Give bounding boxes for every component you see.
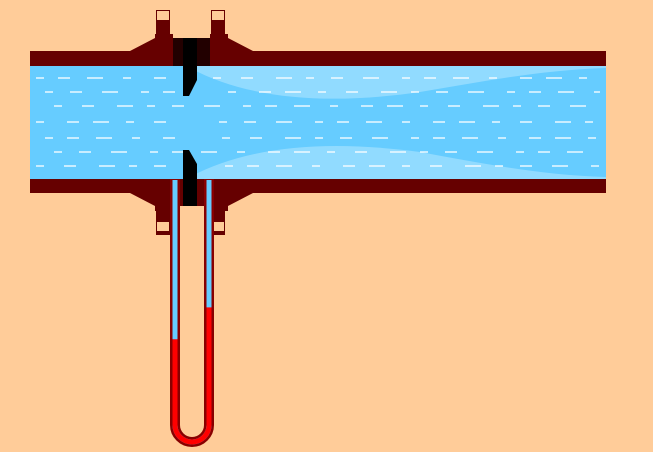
lower-flange-right (210, 179, 228, 211)
vena-contracta-upper (190, 65, 606, 99)
flow-lines (36, 77, 600, 167)
u-tube-manometer (170, 179, 214, 447)
upper-flange-left (155, 34, 173, 66)
lower-bolt-right-head (212, 222, 224, 231)
orifice-plate-lower (183, 150, 197, 206)
lower-bolt-left-head (157, 222, 169, 231)
lower-flange-left (155, 179, 173, 211)
orifice-plate-upper (183, 38, 197, 96)
vena-contracta-lower (190, 146, 606, 180)
manometer-fluid (172, 307, 212, 445)
upper-flange-right (210, 34, 228, 66)
upper-bolt-right-head (212, 11, 224, 20)
upper-bolt-left-head (157, 11, 169, 20)
